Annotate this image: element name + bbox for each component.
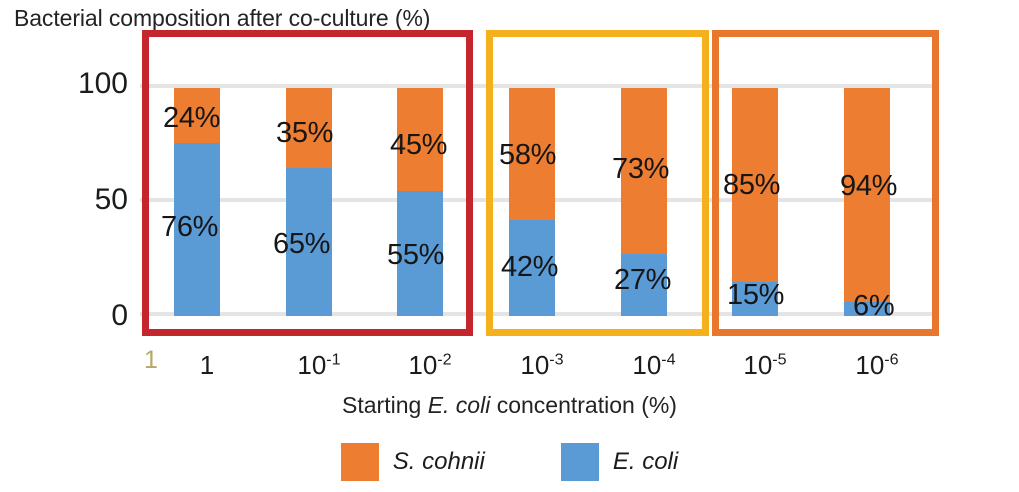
data-label-s-cohnii-6: 85% (723, 169, 781, 201)
legend-swatch-s-cohnii (340, 443, 379, 481)
data-label-e-coli-3: 55% (387, 239, 445, 271)
x-tick-base: 10 (743, 350, 773, 380)
data-label-s-cohnii-7: 94% (840, 170, 898, 202)
bar-segment-s-cohnii (509, 88, 555, 221)
bar-segment-s-cohnii (174, 88, 220, 143)
x-tick-exponent: -6 (884, 350, 899, 369)
bar-segment-e-coli (621, 254, 667, 316)
x-tick-label-2: 10-1 (263, 350, 375, 380)
x-tick-base: 10 (408, 350, 438, 380)
x-tick-label-3: 10-2 (374, 350, 486, 380)
bar-segment-e-coli (844, 302, 890, 316)
legend-label-e-coli: E. coli (612, 448, 679, 475)
bar-group-5[interactable] (621, 88, 667, 316)
data-label-e-coli-2: 65% (273, 228, 331, 260)
y-tick-label-50: 50 (94, 183, 128, 216)
x-tick-base: 10 (632, 350, 662, 380)
data-label-s-cohnii-1: 24% (163, 102, 221, 134)
x-axis-title-species: E. coli (427, 392, 491, 418)
data-label-s-cohnii-5: 73% (612, 153, 670, 185)
x-tick-base: 1 (199, 350, 215, 380)
legend-swatch-e-coli (560, 443, 599, 481)
data-label-e-coli-5: 27% (614, 264, 672, 296)
bar-group-2[interactable] (286, 88, 332, 316)
x-tick-exponent: -1 (326, 350, 341, 369)
y-axis: 100 50 0 (0, 0, 128, 492)
legend: S. cohnii E. coli (0, 440, 1019, 484)
chart-title: Bacterial composition after co-culture (… (14, 5, 431, 31)
stray-tick-label: 1 (144, 346, 158, 374)
data-label-s-cohnii-4: 58% (499, 139, 557, 171)
data-label-e-coli-7: 6% (853, 290, 895, 322)
plot-area (140, 84, 934, 316)
x-tick-label-4: 10-3 (486, 350, 598, 380)
x-axis-title: Starting E. coli concentration (%) (0, 392, 1019, 418)
data-label-s-cohnii-2: 35% (276, 117, 334, 149)
legend-label-s-cohnii: S. cohnii (392, 448, 485, 475)
legend-entry-e-coli[interactable]: E. coli (560, 443, 679, 481)
bar-segment-e-coli (732, 281, 778, 316)
bar-segment-e-coli (174, 142, 220, 316)
bar-segment-s-cohnii (732, 88, 778, 282)
x-tick-label-6: 10-5 (709, 350, 821, 380)
annotation-box-orange (712, 30, 939, 336)
bar-segment-e-coli (397, 190, 443, 316)
x-axis-title-prefix: Starting (342, 392, 428, 418)
x-tick-base: 10 (297, 350, 327, 380)
x-tick-base: 10 (520, 350, 550, 380)
bar-group-3[interactable] (397, 88, 443, 316)
x-tick-exponent: -2 (437, 350, 452, 369)
data-label-e-coli-4: 42% (501, 251, 559, 283)
x-axis-title-suffix: concentration (%) (490, 392, 677, 418)
y-tick-label-100: 100 (77, 67, 128, 100)
bar-segment-s-cohnii (621, 88, 667, 255)
y-tick-label-0: 0 (111, 299, 128, 332)
bar-group-7[interactable] (844, 88, 890, 316)
x-tick-exponent: -4 (661, 350, 676, 369)
bar-segment-s-cohnii (286, 88, 332, 168)
x-tick-label-7: 10-6 (821, 350, 933, 380)
data-label-s-cohnii-3: 45% (390, 129, 448, 161)
annotation-box-red (142, 30, 473, 336)
gridline-100 (140, 84, 934, 88)
x-tick-base: 10 (855, 350, 885, 380)
data-label-e-coli-1: 76% (161, 211, 219, 243)
bar-group-6[interactable] (732, 88, 778, 316)
bar-segment-s-cohnii (844, 88, 890, 303)
x-tick-exponent: -5 (772, 350, 787, 369)
bar-segment-e-coli (286, 167, 332, 316)
data-label-e-coli-6: 15% (727, 279, 785, 311)
bar-segment-e-coli (509, 220, 555, 316)
x-tick-label-1: 1 (151, 352, 263, 378)
bar-group-1[interactable] (174, 88, 220, 316)
x-tick-label-5: 10-4 (598, 350, 710, 380)
legend-entry-s-cohnii[interactable]: S. cohnii (340, 443, 485, 481)
bar-segment-s-cohnii (397, 88, 443, 191)
x-tick-exponent: -3 (549, 350, 564, 369)
annotation-box-yellow (486, 30, 709, 336)
bar-group-4[interactable] (509, 88, 555, 316)
